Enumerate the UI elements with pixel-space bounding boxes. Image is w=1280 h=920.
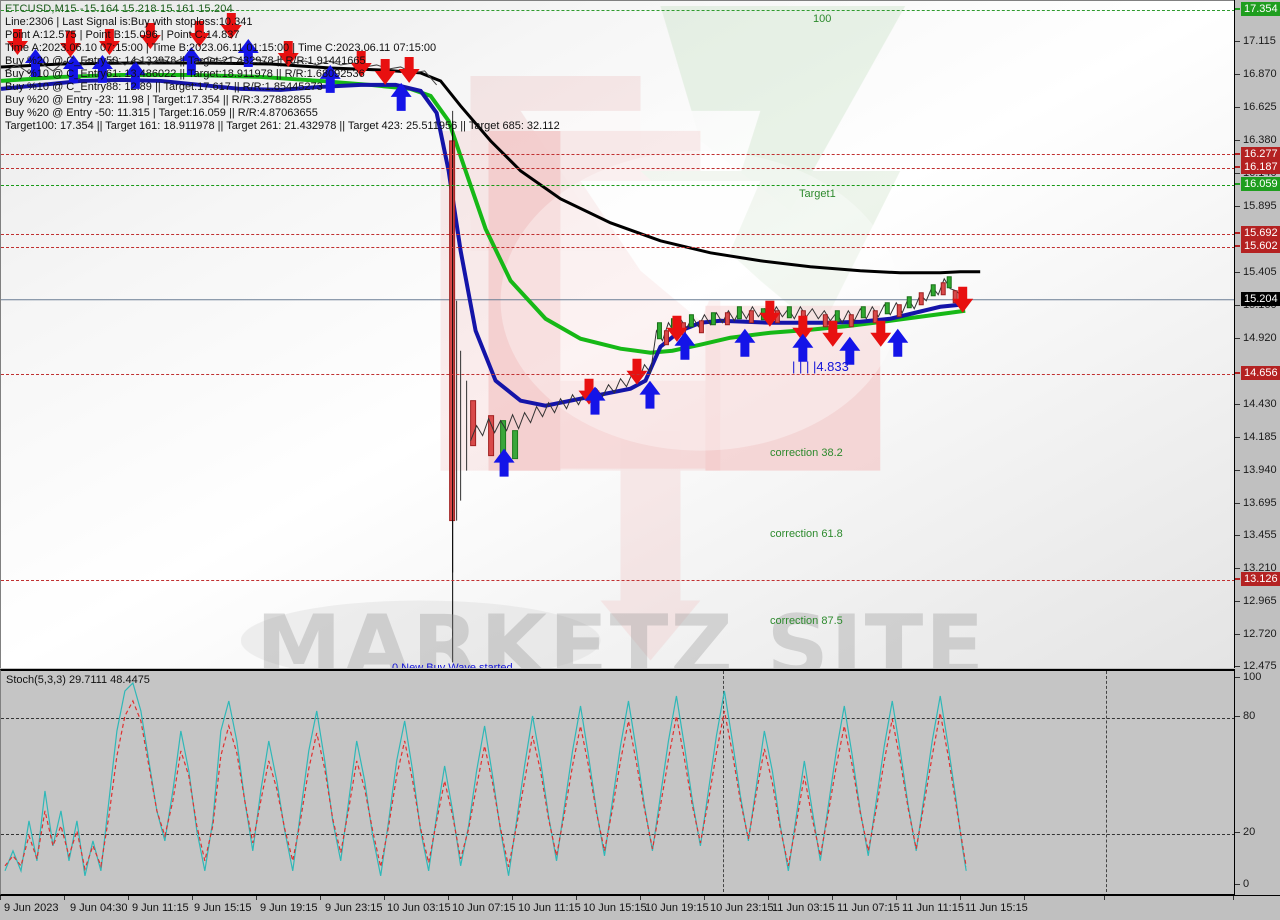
correction-382-label: correction 38.2 <box>770 447 843 459</box>
time-label: 10 Jun 19:15 <box>645 902 709 914</box>
time-label: 11 Jun 03:15 <box>772 902 835 914</box>
header-line-5: Buy %10 @ C_Entry88: 12.89 || Target:17.… <box>5 81 323 93</box>
time-label: 9 Jun 19:15 <box>260 902 318 914</box>
stoch-vline-2 <box>1106 671 1107 894</box>
time-label: 10 Jun 11:15 <box>518 902 581 914</box>
price-tick: 15.895 <box>1235 200 1277 212</box>
header-line-7: Buy %20 @ Entry -50: 11.315 | Target:16.… <box>5 107 318 119</box>
time-label: 11 Jun 15:15 <box>965 902 1028 914</box>
target1-label: Target1 <box>799 188 836 200</box>
time-label: 9 Jun 04:30 <box>70 902 128 914</box>
price-tick: 16.380 <box>1235 134 1277 146</box>
zone-rect-2 <box>705 305 881 471</box>
price-tick: 14.185 <box>1235 431 1277 443</box>
stoch-tick: 80 <box>1235 710 1255 722</box>
stoch-tick: 100 <box>1235 671 1261 683</box>
time-label: 9 Jun 2023 <box>4 902 59 914</box>
level-line-16059 <box>1 185 1234 186</box>
stochastic-pane[interactable]: Stoch(5,3,3) 29.7111 48.4475 <box>0 669 1234 895</box>
price-tag-16187: 16.187 <box>1241 160 1280 174</box>
header-line-6: Buy %20 @ Entry -23: 11.98 | Target:17.3… <box>5 94 312 106</box>
price-tag-14833: | | | |4.833 <box>792 359 849 374</box>
time-label: 10 Jun 23:15 <box>710 902 774 914</box>
price-tag-14656: 14.656 <box>1241 366 1280 380</box>
correction-875-label: correction 87.5 <box>770 615 843 627</box>
header-line-1: Point A:12.575 | Point B:15.096 | Point … <box>5 29 240 41</box>
stoch-tick: 0 <box>1235 878 1249 890</box>
price-tag-last-15204: 15.204 <box>1241 292 1280 306</box>
header-line-4: Buy %10 @ C_Entry61: 13.486022 || Target… <box>5 68 365 80</box>
header-line-2: Time A:2023.06.10 07:15:00 | Time B:2023… <box>5 42 437 54</box>
header-line-0: Line:2306 | Last Signal is:Buy with stop… <box>5 16 253 28</box>
level-line-16277 <box>1 154 1234 155</box>
price-tag-16059: 16.059 <box>1241 177 1280 191</box>
time-label: 10 Jun 07:15 <box>452 902 516 914</box>
level-line-16187 <box>1 168 1234 169</box>
stoch-level-80 <box>1 718 1234 719</box>
correction-618-label: correction 61.8 <box>770 528 843 540</box>
price-tick: 12.720 <box>1235 628 1277 640</box>
time-label: 10 Jun 15:15 <box>583 902 647 914</box>
time-label: 11 Jun 07:15 <box>837 902 900 914</box>
time-label: 10 Jun 03:15 <box>387 902 451 914</box>
price-tick: 13.695 <box>1235 497 1277 509</box>
stoch-signal-line <box>4 699 967 872</box>
time-label: 9 Jun 11:15 <box>132 902 189 914</box>
chart-top-boundary <box>1 10 1234 11</box>
price-tick: 15.405 <box>1235 266 1277 278</box>
candle-texture <box>470 277 963 441</box>
stoch-level-20 <box>1 834 1234 835</box>
price-tick: 13.210 <box>1235 562 1277 574</box>
time-axis[interactable]: 9 Jun 2023 9 Jun 04:30 9 Jun 11:15 9 Jun… <box>0 895 1280 920</box>
time-label: 9 Jun 15:15 <box>194 902 252 914</box>
stochastic-title: Stoch(5,3,3) 29.7111 48.4475 <box>6 674 150 686</box>
price-tag-16277: 16.277 <box>1241 147 1280 161</box>
stoch-tick: 20 <box>1235 826 1255 838</box>
header-line-3: Buy %20 @ C_Entry50: 14.132978 || Target… <box>5 55 366 67</box>
price-tick: 14.920 <box>1235 332 1277 344</box>
header-line-8: Target100: 17.354 || Target 161: 18.9119… <box>5 120 560 132</box>
price-tag-13126: 13.126 <box>1241 572 1280 586</box>
price-tag-target-17354: 17.354 <box>1241 2 1280 16</box>
stochastic-axis[interactable]: 100 80 20 0 <box>1234 669 1280 895</box>
level-line-15602 <box>1 247 1234 248</box>
buy-arrow-icon <box>24 38 909 477</box>
price-tick: 13.455 <box>1235 529 1277 541</box>
time-label: 9 Jun 23:15 <box>325 902 383 914</box>
time-label: 11 Jun 11:15 <box>902 902 964 914</box>
site-watermark: MARKETZ SITE <box>256 597 987 668</box>
level-line-13126 <box>1 580 1234 581</box>
price-tag-15602: 15.602 <box>1241 239 1280 253</box>
level-line-15692 <box>1 234 1234 235</box>
price-plot-canvas <box>1 1 1234 668</box>
sell-arrow-icon <box>6 12 974 405</box>
price-tick: 16.870 <box>1235 68 1277 80</box>
price-tick: 16.625 <box>1235 101 1277 113</box>
level-100-label: 100 <box>813 13 832 25</box>
stochastic-plot-canvas <box>4 681 967 876</box>
chart-info-header: ETCUSD,M15 -15.164 15.218 15.161 15.204 … <box>5 3 560 133</box>
price-axis[interactable]: 17.115 17.115 16.870 16.625 16.380 16.14… <box>1234 0 1280 672</box>
symbol-ohlc-line: ETCUSD,M15 -15.164 15.218 15.161 15.204 <box>5 3 233 15</box>
level-line-14656 <box>1 374 1234 375</box>
price-tick: 17.115 <box>1235 35 1276 47</box>
time-axis-right-filler <box>1234 896 1280 920</box>
price-chart-pane[interactable]: MARKETZ SITE ETCUSD,M15 -15.164 15.218 1… <box>0 0 1234 668</box>
new-buy-wave-label: 0 New Buy Wave started <box>392 662 513 668</box>
stoch-vline-1 <box>723 671 724 894</box>
price-tick: 14.430 <box>1235 398 1277 410</box>
price-tick: 13.940 <box>1235 464 1277 476</box>
price-tick: 12.965 <box>1235 595 1277 607</box>
price-tag-15692: 15.692 <box>1241 226 1280 240</box>
